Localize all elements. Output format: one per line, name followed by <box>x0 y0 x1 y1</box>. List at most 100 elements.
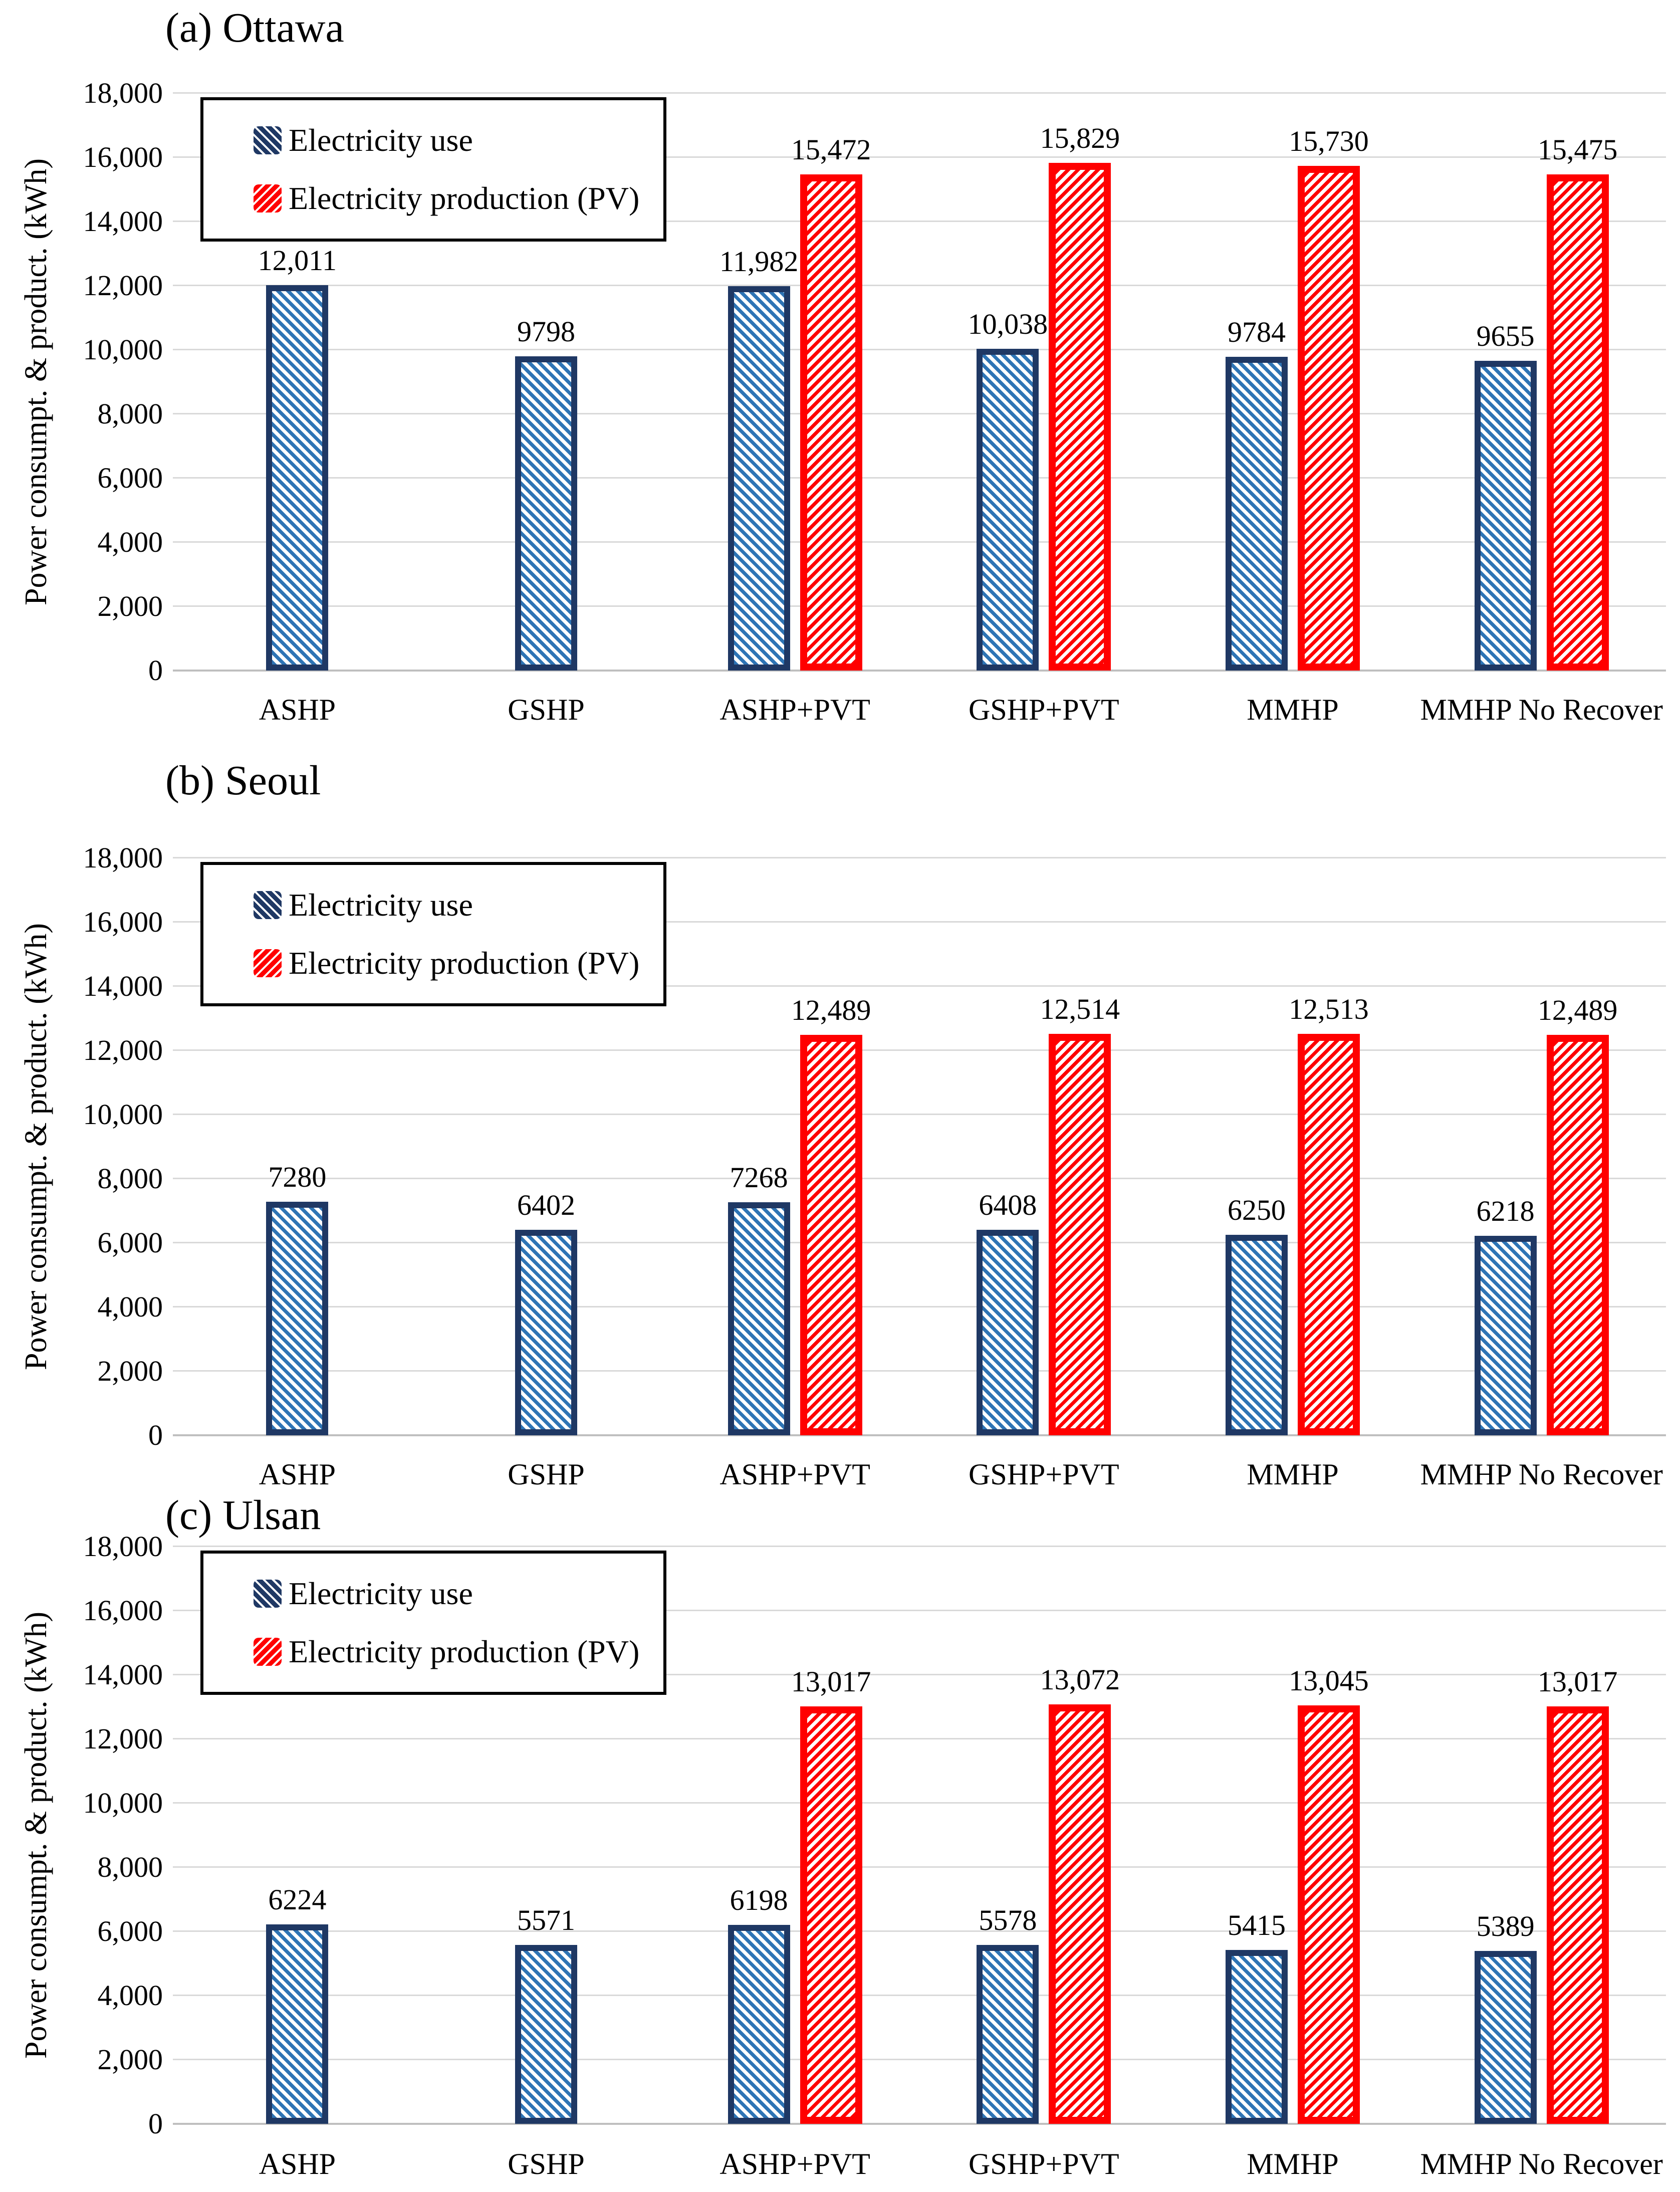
x-axis-label: ASHP+PVT <box>719 1458 870 1491</box>
bar-value-label: 12,514 <box>1040 993 1120 1026</box>
y-tick-label: 12,000 <box>83 1034 163 1066</box>
gridline <box>173 921 1666 923</box>
bar-value-label: 12,489 <box>791 993 871 1026</box>
y-tick-label: 10,000 <box>83 333 163 366</box>
y-tick-label: 4,000 <box>97 526 163 558</box>
bar-electricity-use <box>728 1202 790 1435</box>
x-axis-label: GSHP+PVT <box>969 2147 1119 2180</box>
gridline <box>173 156 1666 158</box>
y-tick-label: 10,000 <box>83 1787 163 1819</box>
bar-value-label: 12,513 <box>1289 993 1369 1026</box>
bar-electricity-production <box>1546 174 1609 671</box>
gridline <box>173 1370 1666 1372</box>
y-tick-label: 0 <box>148 1419 163 1451</box>
gridline <box>173 1114 1666 1115</box>
legend-item-electricity-use: Electricity use <box>254 122 663 158</box>
y-tick-label: 2,000 <box>97 2043 163 2076</box>
bar-electricity-use <box>1474 1236 1537 1435</box>
plot-area: 12,011 9798 11,982 15,472 10,038 15,829 9784 15… <box>173 92 1666 672</box>
bar-electricity-use <box>515 1945 577 2124</box>
gridline <box>173 92 1666 94</box>
gridline <box>173 1802 1666 1804</box>
x-axis-label: MMHP No Recover <box>1420 2147 1663 2180</box>
bar-electricity-use <box>1226 1950 1288 2124</box>
electricity-production-swatch-icon <box>254 949 282 977</box>
bar-value-label: 15,829 <box>1040 121 1120 154</box>
x-axis-line <box>173 670 1666 672</box>
bar-electricity-production <box>1049 162 1111 671</box>
legend-item-electricity-use: Electricity use <box>254 887 663 923</box>
electricity-use-swatch-icon <box>254 891 282 919</box>
bar-value-label: 11,982 <box>719 245 799 278</box>
x-axis-label: GSHP <box>508 1458 585 1491</box>
bar-value-label: 13,045 <box>1289 1664 1369 1697</box>
bar-electricity-use <box>977 1945 1039 2124</box>
gridline <box>173 349 1666 350</box>
legend-label: Electricity use <box>289 1576 473 1611</box>
bar-value-label: 9784 <box>1228 315 1286 348</box>
bar-electricity-use <box>266 1924 329 2124</box>
y-tick-label: 8,000 <box>97 1851 163 1883</box>
bar-electricity-use <box>515 1230 577 1435</box>
bar-electricity-use <box>977 1229 1039 1435</box>
gridline <box>173 1738 1666 1739</box>
x-axis-label: GSHP+PVT <box>969 1458 1119 1491</box>
y-axis-label: Power consumpt. & product. (kWh) <box>19 1612 53 2059</box>
legend-label: Electricity production (PV) <box>289 945 640 981</box>
bar-electricity-production <box>800 1706 862 2124</box>
x-axis-label: MMHP No Recover <box>1420 693 1663 726</box>
y-tick-label: 6,000 <box>97 462 163 494</box>
bar-value-label: 13,017 <box>791 1665 871 1698</box>
y-tick-label: 6,000 <box>97 1226 163 1259</box>
bar-value-label: 12,011 <box>258 244 337 277</box>
bar-value-label: 15,730 <box>1289 125 1369 158</box>
bar-value-label: 7268 <box>730 1161 788 1194</box>
plot-area: 6224 5571 6198 13,017 5578 13,072 5415 13,045 53… <box>173 1546 1666 2125</box>
y-tick-label: 14,000 <box>83 205 163 238</box>
y-tick-label: 18,000 <box>83 1530 163 1563</box>
bar-electricity-use <box>1226 1235 1288 1435</box>
chart-title: (b) Seoul <box>165 757 321 804</box>
bar-value-label: 10,038 <box>968 307 1048 340</box>
gridline <box>173 1306 1666 1307</box>
y-tick-label: 16,000 <box>83 1594 163 1627</box>
x-axis-label: ASHP <box>259 2147 336 2180</box>
y-tick-label: 14,000 <box>83 1658 163 1691</box>
bar-value-label: 13,072 <box>1040 1663 1120 1696</box>
bar-value-label: 9655 <box>1476 320 1535 353</box>
bar-electricity-production <box>800 1034 862 1435</box>
legend-item-electricity-use: Electricity use <box>254 1576 663 1612</box>
x-axis-label: MMHP <box>1247 693 1339 726</box>
bar-electricity-use <box>266 285 329 671</box>
gridline <box>173 1674 1666 1675</box>
bar-value-label: 6224 <box>268 1883 327 1916</box>
bar-electricity-production <box>1546 1034 1609 1435</box>
bar-value-label: 5578 <box>979 1904 1037 1937</box>
gridline <box>173 1610 1666 1611</box>
legend-item-electricity-production: Electricity production (PV) <box>254 180 663 216</box>
y-tick-label: 0 <box>148 2107 163 2140</box>
bar-value-label: 13,017 <box>1537 1665 1618 1698</box>
x-axis-label: GSHP <box>508 693 585 726</box>
legend-label: Electricity use <box>289 887 473 923</box>
bar-value-label: 6218 <box>1476 1195 1535 1228</box>
y-tick-label: 14,000 <box>83 970 163 1002</box>
bar-electricity-production <box>800 174 862 671</box>
bar-electricity-production <box>1298 1705 1360 2124</box>
x-axis-label: ASHP <box>259 693 336 726</box>
gridline <box>173 1049 1666 1051</box>
legend-label: Electricity production (PV) <box>289 1634 640 1669</box>
y-tick-label: 10,000 <box>83 1098 163 1131</box>
x-axis-label: ASHP+PVT <box>719 693 870 726</box>
y-tick-label: 18,000 <box>83 77 163 109</box>
gridline <box>173 1995 1666 1996</box>
gridline <box>173 2059 1666 2060</box>
legend-box: Electricity use Electricity production (P… <box>200 1551 666 1695</box>
legend-item-electricity-production: Electricity production (PV) <box>254 1634 663 1670</box>
bar-value-label: 6250 <box>1228 1194 1286 1226</box>
electricity-production-swatch-icon <box>254 184 282 212</box>
bar-value-label: 12,489 <box>1537 993 1618 1026</box>
